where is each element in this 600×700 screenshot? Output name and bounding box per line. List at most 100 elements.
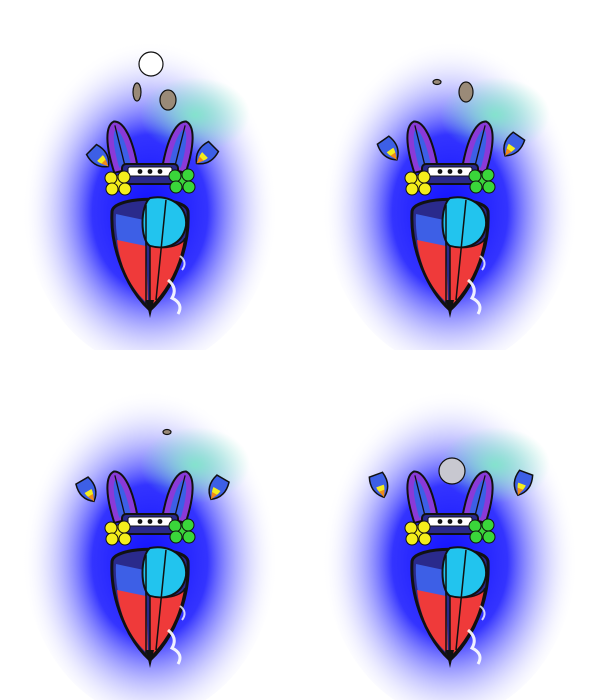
- puff-blob: [169, 180, 183, 194]
- puff-blob: [168, 169, 182, 183]
- exhaust-wisp: [467, 628, 482, 665]
- eye-dot-icon: [147, 519, 153, 524]
- right-flame-wing-icon: [503, 131, 526, 157]
- exhaust-wisp: [179, 605, 186, 621]
- yellow-puff-icon: [104, 520, 132, 546]
- flame-tip: [378, 489, 385, 498]
- puff-blob: [181, 518, 195, 532]
- ear-seam: [173, 475, 186, 519]
- left-ear-icon: [106, 120, 139, 175]
- body-seam: [155, 199, 167, 301]
- left-ear-icon: [106, 470, 139, 525]
- right-flame-wing-icon: [208, 474, 230, 501]
- flame-tip: [101, 159, 109, 167]
- puff-blob: [117, 520, 131, 534]
- mint-aura-glow: [440, 77, 550, 153]
- debris-pebble-icon: [132, 82, 142, 102]
- ear-seam: [173, 125, 186, 169]
- puff-blob: [169, 530, 183, 544]
- eye-dot-icon: [157, 519, 163, 524]
- flame-tip: [390, 152, 397, 160]
- puff-blob: [481, 518, 495, 532]
- ear-seam: [114, 125, 127, 169]
- right-flame-wing-icon: [513, 469, 534, 497]
- right-ear-icon: [161, 470, 194, 525]
- yellow-puff-icon: [104, 170, 132, 196]
- flame-tip: [517, 487, 524, 496]
- puff-blob: [405, 182, 419, 196]
- left-ear-icon: [406, 470, 439, 525]
- body-left-red-panel: [117, 590, 148, 654]
- mint-aura-glow: [140, 427, 250, 503]
- left-flame-wing-icon: [85, 143, 110, 168]
- eye-dot-icon: [457, 169, 463, 174]
- frame-4-canvas: [322, 373, 578, 700]
- eye-dot-icon: [447, 169, 453, 174]
- body-right-red-panel: [149, 237, 186, 310]
- ear-seam: [414, 475, 427, 519]
- ear-seam: [473, 475, 486, 519]
- flame-tip: [505, 148, 512, 156]
- puff-blob: [418, 182, 432, 196]
- body-tip: [146, 650, 154, 668]
- exhaust-wisp: [179, 255, 186, 271]
- flame-tip: [196, 156, 204, 164]
- puff-blob: [468, 519, 482, 533]
- debris-pebble-icon: [458, 81, 474, 103]
- left-flame-wing-icon: [368, 471, 389, 499]
- debris-pebble-icon: [159, 89, 177, 111]
- body-tip: [446, 650, 454, 668]
- debris-pebble-icon: [432, 78, 442, 86]
- body-left-red-panel: [117, 240, 148, 304]
- green-puff-icon: [468, 168, 496, 194]
- sprite-frame-4: [300, 350, 600, 700]
- frame-1-canvas: [22, 23, 278, 350]
- eye-dot-icon: [437, 169, 443, 174]
- left-flame-wing-icon: [376, 135, 399, 161]
- sprite-frame-2: [300, 0, 600, 350]
- puff-blob: [118, 532, 132, 546]
- flame-tip: [211, 491, 218, 500]
- debris-disc-icon: [438, 457, 466, 485]
- puff-blob: [469, 530, 483, 544]
- puff-blob: [418, 532, 432, 546]
- body-seam: [455, 199, 467, 301]
- body-seam: [455, 549, 467, 651]
- eye-dot-icon: [447, 519, 453, 524]
- puff-blob: [118, 182, 132, 196]
- eye-dot-icon: [457, 519, 463, 524]
- puff-blob: [404, 171, 418, 185]
- ear-seam: [114, 475, 127, 519]
- body-right-red-panel: [449, 587, 486, 660]
- puff-blob: [405, 532, 419, 546]
- debris-disc-icon: [138, 51, 164, 77]
- puff-blob: [104, 171, 118, 185]
- sprite-frame-3: [0, 350, 300, 700]
- yellow-puff-icon: [404, 520, 432, 546]
- right-ear-icon: [461, 120, 494, 175]
- body-right-red-panel: [149, 587, 186, 660]
- eye-dot-icon: [147, 169, 153, 174]
- body-tip: [446, 300, 454, 318]
- puff-blob: [104, 521, 118, 535]
- green-puff-icon: [168, 518, 196, 544]
- frame-2-canvas: [322, 23, 578, 350]
- exhaust-wisp: [467, 278, 482, 315]
- exhaust-wisp: [479, 255, 486, 271]
- puff-blob: [469, 180, 483, 194]
- puff-blob: [417, 170, 431, 184]
- puff-blob: [468, 169, 482, 183]
- eye-dot-icon: [137, 169, 143, 174]
- puff-blob: [168, 519, 182, 533]
- green-puff-icon: [468, 518, 496, 544]
- puff-blob: [482, 180, 496, 194]
- puff-blob: [105, 532, 119, 546]
- puff-blob: [182, 180, 196, 194]
- ear-seam: [414, 125, 427, 169]
- sprite-frame-1: [0, 0, 300, 350]
- debris-pebble-icon: [162, 428, 172, 436]
- puff-blob: [481, 168, 495, 182]
- puff-blob: [404, 521, 418, 535]
- exhaust-wisp: [479, 605, 486, 621]
